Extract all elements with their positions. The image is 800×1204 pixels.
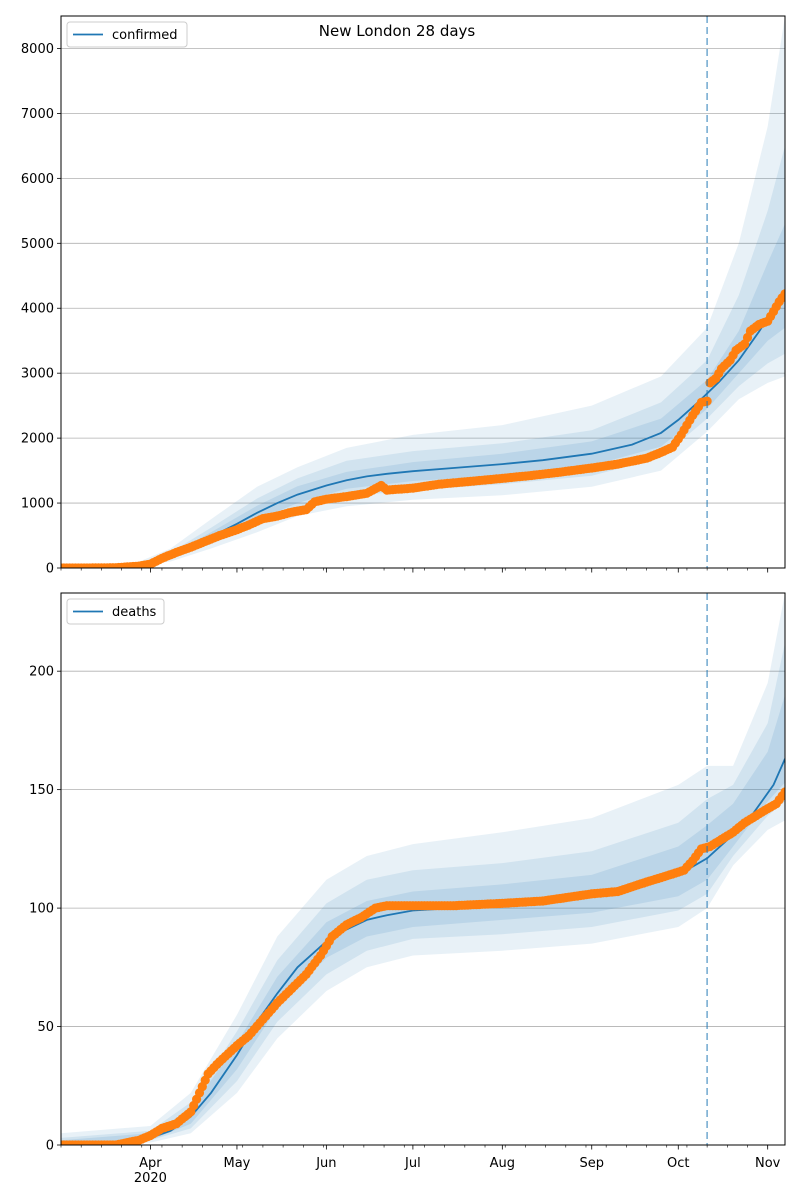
uncertainty-band-2 (61, 642, 785, 1145)
uncertainty-band-1 (61, 16, 785, 568)
x-year-label: 2020 (134, 1171, 167, 1186)
axes-frame (60, 15, 786, 569)
y-tick-label: 6000 (21, 172, 54, 187)
uncertainty-band-3 (61, 694, 785, 1145)
shared-x-axis: Apr May Jun Jul Aug Sep Oct Nov 2020 (134, 1156, 781, 1186)
legend: confirmed (66, 21, 188, 48)
chart-title: New London 28 days (319, 22, 476, 40)
x-tick-label: Apr (139, 1156, 162, 1171)
y-tick-label: 2000 (21, 432, 54, 447)
x-tick-label: Jun (315, 1156, 336, 1171)
y-tick-label: 7000 (21, 107, 54, 122)
observed-point (780, 289, 785, 299)
uncertainty-band-1 (61, 593, 785, 1145)
y-tick-label: 200 (29, 665, 54, 680)
x-tick-label: Sep (579, 1156, 604, 1171)
y-tick-label: 1000 (21, 497, 54, 512)
legend-box (66, 598, 165, 625)
x-tick-label: Aug (490, 1156, 515, 1171)
y-tick-label: 8000 (21, 42, 54, 57)
x-tick-label: May (224, 1156, 251, 1171)
y-tick-label: 3000 (21, 367, 54, 382)
plot-area (61, 593, 785, 1145)
legend: deaths (66, 598, 165, 625)
uncertainty-band-2 (61, 145, 785, 568)
x-tick-label: Nov (755, 1156, 781, 1171)
y-tick-label: 0 (46, 562, 54, 577)
plot-area (61, 16, 785, 568)
y-tick-label: 4000 (21, 302, 54, 317)
x-tick-label: Jul (404, 1156, 421, 1171)
x-tick-label: Oct (667, 1156, 689, 1171)
legend-box (66, 21, 188, 48)
y-tick-label: 0 (46, 1139, 54, 1154)
deaths-panel: 0 50 100 150 200 deaths (29, 592, 786, 1154)
axes-frame (60, 592, 786, 1146)
y-tick-label: 5000 (21, 237, 54, 252)
y-tick-label: 150 (29, 783, 54, 798)
y-tick-label: 50 (37, 1020, 54, 1035)
confirmed-panel: 0 1000 2000 3000 4000 5000 6000 7000 8000 confirm… (21, 15, 786, 577)
legend-label: confirmed (112, 28, 178, 43)
observed-point (780, 787, 785, 797)
legend-label: deaths (112, 605, 157, 620)
y-tick-label: 100 (29, 902, 54, 917)
